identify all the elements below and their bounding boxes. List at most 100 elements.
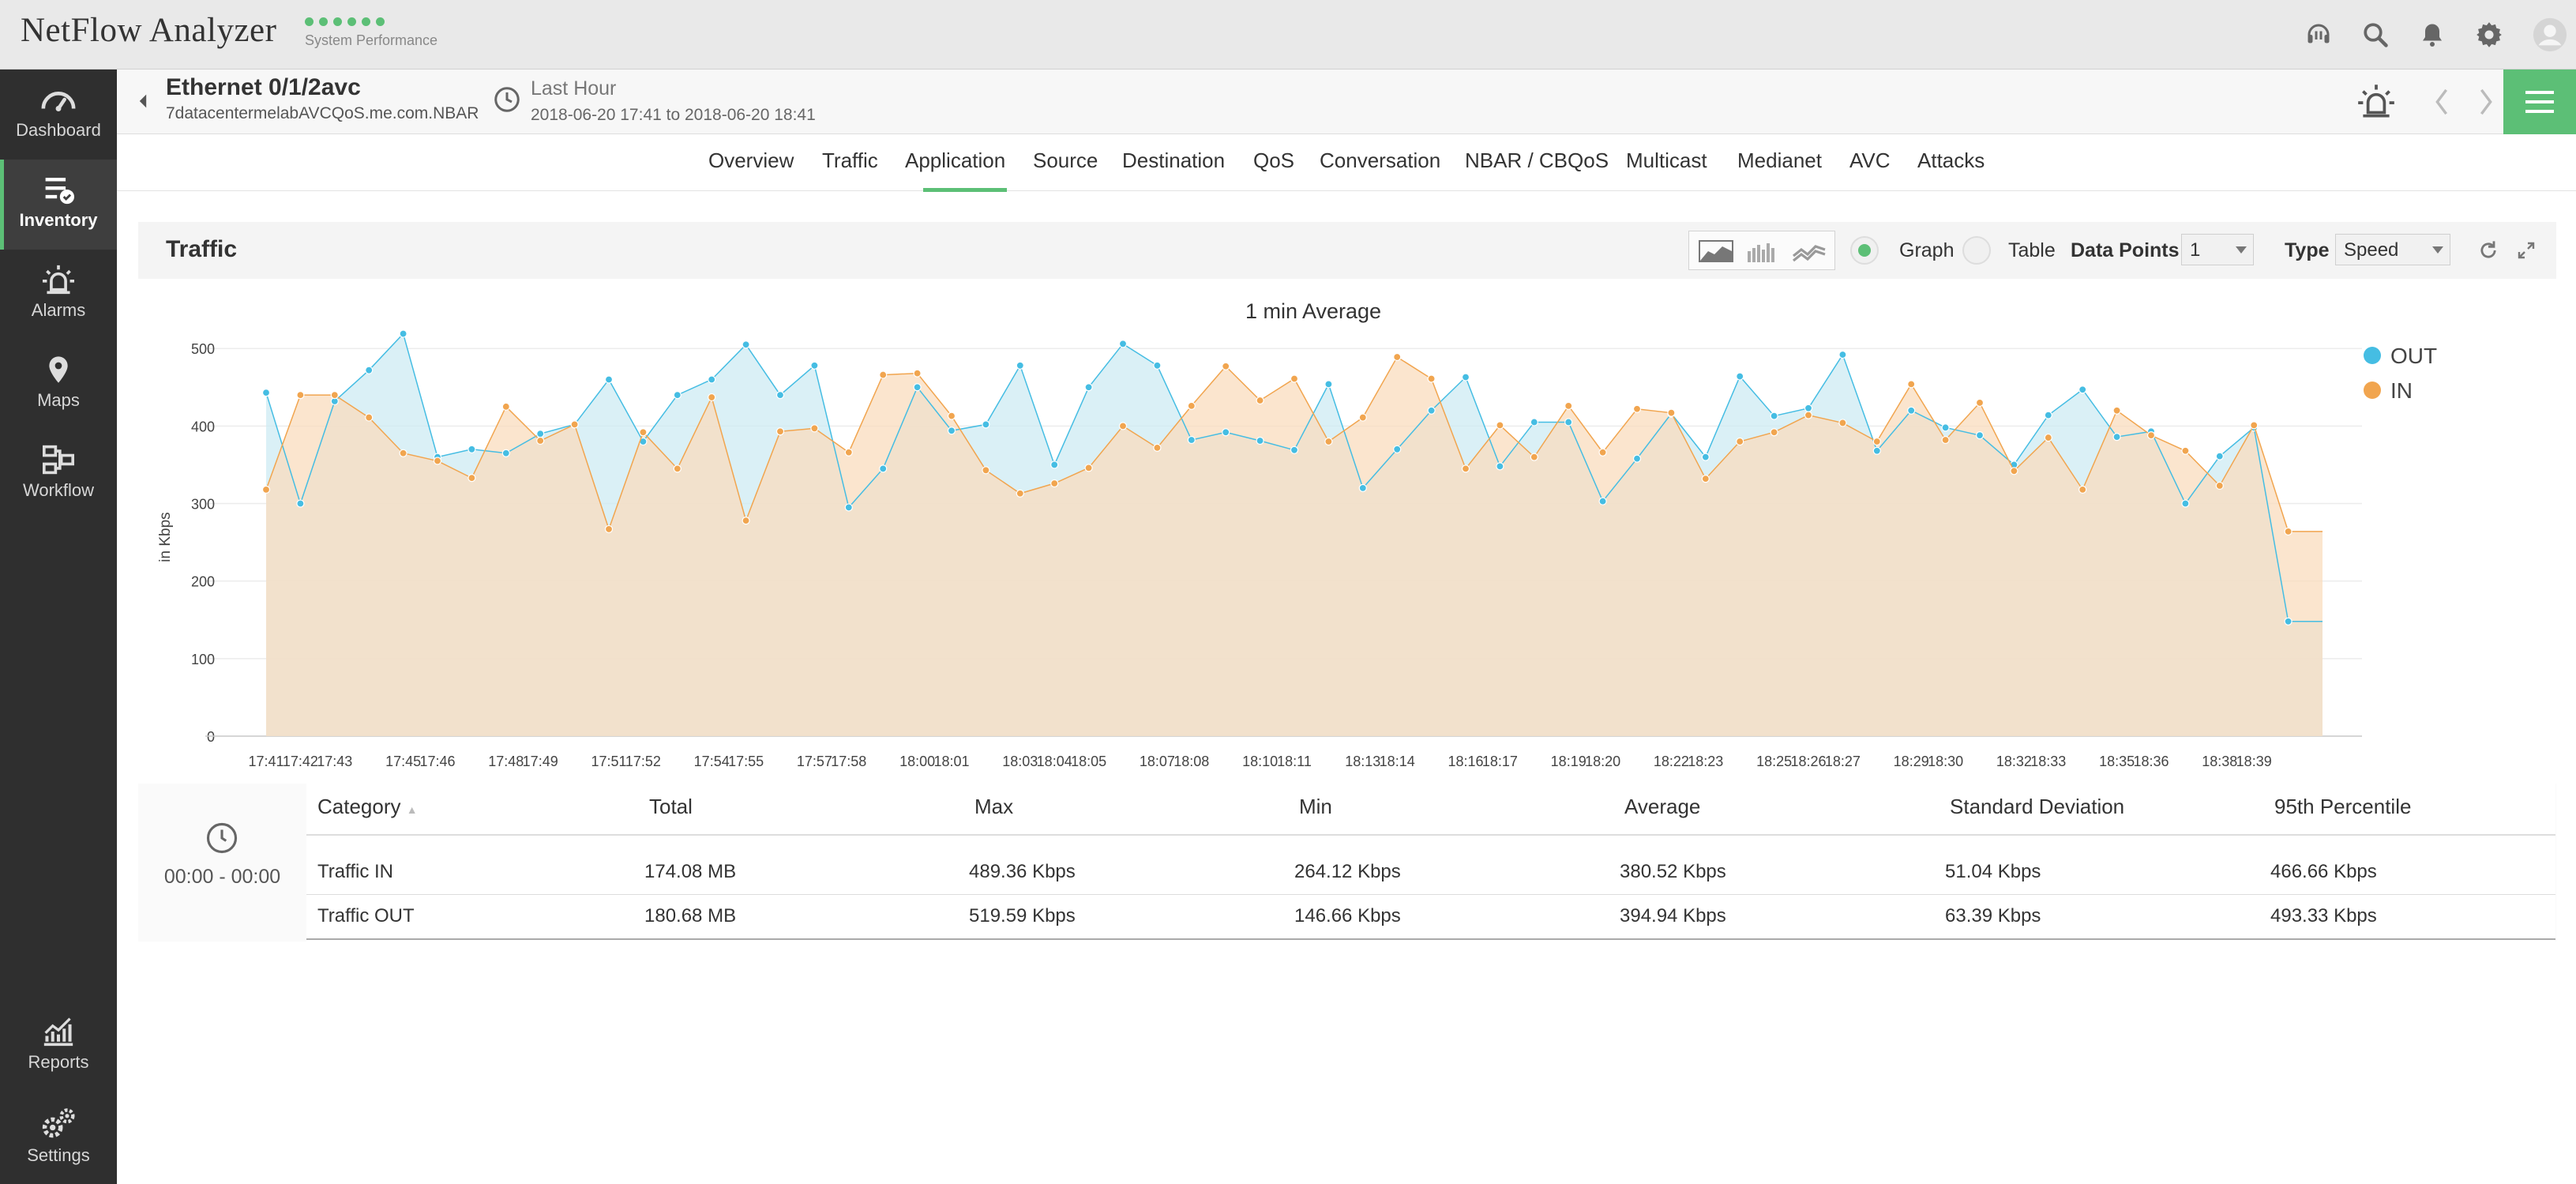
previous-arrow-icon[interactable] xyxy=(2434,88,2450,115)
data-point-out xyxy=(1256,436,1264,445)
data-point-out xyxy=(1907,406,1916,415)
tab-source[interactable]: Source xyxy=(1033,148,1098,172)
data-point-in xyxy=(1016,489,1024,498)
tab-multicast[interactable]: Multicast xyxy=(1626,148,1707,172)
data-point-out xyxy=(2215,452,2224,460)
device-name[interactable]: 7datacentermelabAVCQoS.me.com.NBAR xyxy=(166,104,479,122)
chevron-down-icon xyxy=(2432,246,2443,254)
collapse-left-icon[interactable] xyxy=(137,93,148,109)
x-tick-label: 18:33 xyxy=(2030,754,2066,769)
cell-category: Traffic IN xyxy=(317,861,394,882)
alarm-siren-icon[interactable] xyxy=(2355,82,2398,120)
x-tick-label: 18:07 xyxy=(1140,754,1175,769)
x-tick-label: 17:58 xyxy=(831,754,866,769)
app-logo: NetFlow Analyzer xyxy=(21,12,277,49)
data-point-in xyxy=(1736,437,1744,446)
headset-icon[interactable] xyxy=(2301,17,2336,52)
data-point-out xyxy=(982,420,990,429)
tab-destination[interactable]: Destination xyxy=(1122,148,1226,172)
data-point-in xyxy=(2215,481,2224,491)
menu-button[interactable] xyxy=(2503,70,2576,134)
tab-medianet[interactable]: Medianet xyxy=(1737,148,1822,172)
time-period-label[interactable]: Last Hour xyxy=(531,77,617,100)
data-point-in xyxy=(1872,437,1881,446)
series-area-in xyxy=(266,357,2323,736)
header-average: Average xyxy=(1624,795,1701,818)
data-point-in xyxy=(296,390,305,400)
y-tick-label: 500 xyxy=(191,341,215,357)
tab-qos[interactable]: QoS xyxy=(1253,148,1295,172)
sidebar-item-workflow[interactable]: Workflow xyxy=(0,430,117,520)
data-point-in xyxy=(261,485,271,494)
gear-icon[interactable] xyxy=(2472,17,2507,52)
header-category[interactable]: Category ▲ xyxy=(317,795,418,818)
sidebar-item-maps[interactable]: Maps xyxy=(0,340,117,430)
x-tick-label: 18:14 xyxy=(1380,754,1415,769)
x-tick-label: 18:05 xyxy=(1071,754,1106,769)
next-arrow-icon[interactable] xyxy=(2478,88,2494,115)
cell-min: 264.12 Kbps xyxy=(1294,861,1401,882)
header-max: Max xyxy=(974,795,1014,818)
sidebar-item-label: Maps xyxy=(37,390,80,410)
data-point-out xyxy=(1427,406,1436,415)
data-point-out xyxy=(1804,404,1813,412)
tab-overview[interactable]: Overview xyxy=(708,148,794,172)
data-point-out xyxy=(1084,383,1093,392)
sidebar-item-settings[interactable]: Settings xyxy=(0,1092,117,1182)
tab-application[interactable]: Application xyxy=(905,148,1006,172)
tab-attacks[interactable]: Attacks xyxy=(1917,148,1985,172)
datapoints-select[interactable]: 1 xyxy=(2181,234,2254,265)
tab-nbar-cbqos[interactable]: NBAR / CBQoS xyxy=(1465,148,1609,172)
data-point-in xyxy=(1667,408,1676,417)
expand-icon[interactable] xyxy=(2517,241,2536,260)
cell-max: 489.36 Kbps xyxy=(969,861,1076,882)
x-tick-label: 18:27 xyxy=(1825,754,1861,769)
refresh-icon[interactable] xyxy=(2477,239,2499,261)
sidebar-item-inventory[interactable]: Inventory xyxy=(0,160,117,250)
tab-avc[interactable]: AVC xyxy=(1849,148,1891,172)
line-chart-icon[interactable] xyxy=(1792,240,1827,262)
data-point-in xyxy=(1941,435,1950,445)
tab-traffic[interactable]: Traffic xyxy=(822,148,878,172)
x-tick-label: 17:52 xyxy=(625,754,661,769)
data-point-out xyxy=(2078,385,2087,394)
sidebar-item-reports[interactable]: Reports xyxy=(0,1002,117,1092)
cell-category: Traffic OUT xyxy=(317,905,415,927)
search-icon[interactable] xyxy=(2358,17,2393,52)
data-point-out xyxy=(604,375,614,384)
data-point-out xyxy=(742,340,750,349)
dashboard-gauge-icon xyxy=(41,92,76,111)
data-point-in xyxy=(1530,453,1538,461)
type-select[interactable]: Speed xyxy=(2335,234,2450,265)
data-point-out xyxy=(399,329,407,338)
hamburger-menu-icon xyxy=(2525,91,2554,113)
sidebar-item-dashboard[interactable]: Dashboard xyxy=(0,70,117,160)
tab-conversation[interactable]: Conversation xyxy=(1320,148,1441,172)
data-point-in xyxy=(399,449,407,457)
datapoints-label: Data Points xyxy=(2071,239,2180,261)
interface-name: Ethernet 0/1/2avc xyxy=(166,74,361,100)
clock-icon[interactable] xyxy=(493,85,521,114)
bar-chart-icon[interactable] xyxy=(1746,240,1778,262)
x-tick-label: 18:01 xyxy=(933,754,969,769)
graph-label: Graph xyxy=(1899,239,1955,261)
data-point-out xyxy=(1324,380,1333,389)
data-point-in xyxy=(1153,443,1162,452)
data-point-in xyxy=(2010,467,2018,475)
table-radio[interactable] xyxy=(1962,236,1991,265)
stats-table: Category ▲ Total Max Min Average Standar… xyxy=(306,784,2555,942)
type-label: Type xyxy=(2285,239,2330,261)
data-point-out xyxy=(1358,483,1367,492)
user-avatar-icon[interactable] xyxy=(2530,17,2570,52)
data-point-out xyxy=(2284,617,2292,626)
area-chart-icon[interactable] xyxy=(1699,240,1733,262)
bell-icon[interactable] xyxy=(2415,17,2450,52)
graph-radio[interactable] xyxy=(1850,236,1879,265)
chevron-down-icon xyxy=(2236,246,2247,254)
data-point-in xyxy=(2284,527,2292,536)
x-tick-label: 17:43 xyxy=(317,754,352,769)
sidebar-item-alarms[interactable]: Alarms xyxy=(0,250,117,340)
data-point-in xyxy=(1907,380,1916,389)
sidebar-item-label: Settings xyxy=(27,1145,90,1165)
x-tick-label: 18:20 xyxy=(1585,754,1620,769)
